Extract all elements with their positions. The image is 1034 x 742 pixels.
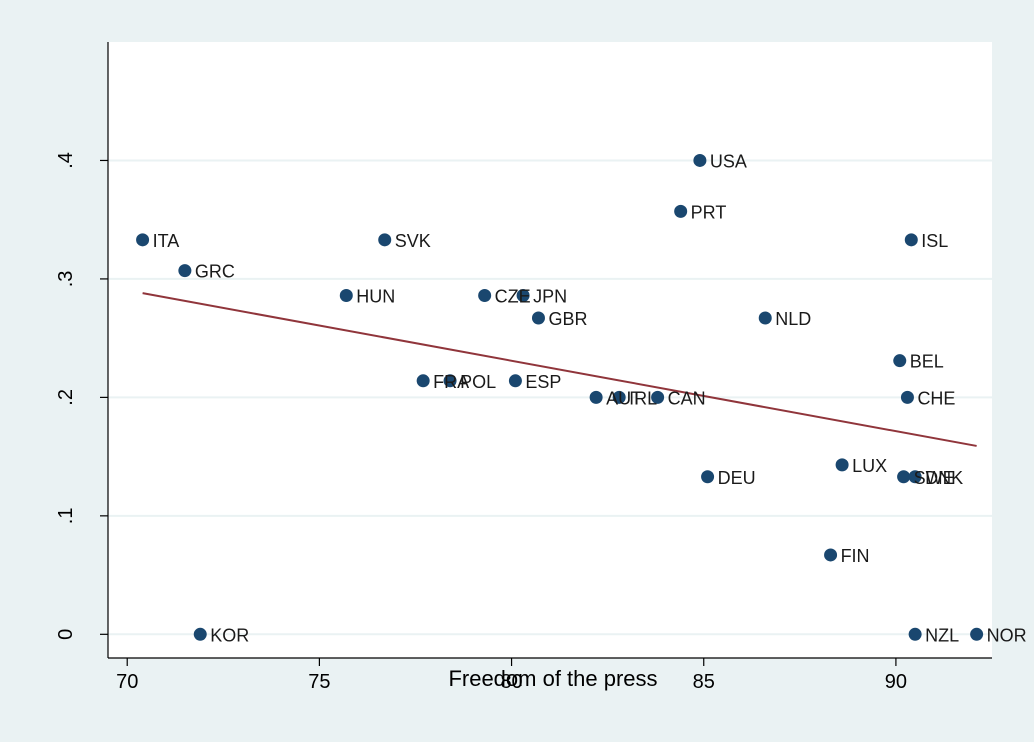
point-label-dnk: DNK xyxy=(925,468,963,488)
point-label-bel: BEL xyxy=(910,352,944,372)
point-label-prt: PRT xyxy=(691,202,727,222)
point-label-cze: CZE xyxy=(495,287,531,307)
point-label-jpn: JPN xyxy=(533,287,567,307)
point-irl xyxy=(612,390,626,404)
y-tick-label-1: .1 xyxy=(55,508,77,525)
point-label-pol: POL xyxy=(460,372,496,392)
point-label-can: CAN xyxy=(668,388,706,408)
point-isl xyxy=(904,233,918,247)
point-cze xyxy=(478,289,492,303)
data-points xyxy=(136,153,984,641)
point-nld xyxy=(758,311,772,325)
point-hun xyxy=(339,289,353,303)
point-fin xyxy=(824,548,838,562)
point-label-gbr: GBR xyxy=(548,309,587,329)
point-pol xyxy=(443,374,457,388)
point-label-lux: LUX xyxy=(852,456,887,476)
fit-line xyxy=(142,292,977,447)
point-label-fin: FIN xyxy=(841,546,870,566)
point-label-aut: AUT xyxy=(606,388,642,408)
y-tick-label-3: .3 xyxy=(55,271,77,288)
point-prt xyxy=(674,204,688,218)
y-tick-label-0: 0 xyxy=(55,629,77,640)
point-grc xyxy=(178,264,192,278)
point-label-che: CHE xyxy=(917,388,955,408)
point-aut xyxy=(589,390,603,404)
point-label-nld: NLD xyxy=(775,309,811,329)
point-ita xyxy=(136,233,150,247)
x-axis-ticks: 70 75 80 85 90 xyxy=(116,658,907,693)
point-label-deu: DEU xyxy=(718,468,756,488)
y-tick-label-4: .4 xyxy=(55,152,77,169)
point-deu xyxy=(701,470,715,484)
point-label-fra: FRA xyxy=(433,372,469,392)
point-label-esp: ESP xyxy=(525,372,561,392)
point-nzl xyxy=(908,627,922,641)
point-label-nzl: NZL xyxy=(925,625,959,645)
point-label-hun: HUN xyxy=(356,287,395,307)
point-svk xyxy=(378,233,392,247)
x-axis-title: Freedom of the press xyxy=(448,666,657,691)
point-dnk xyxy=(908,470,922,484)
y-tick-label-2: .2 xyxy=(55,389,77,406)
gridlines xyxy=(108,159,992,636)
point-label-grc: GRC xyxy=(195,262,235,282)
point-label-kor: KOR xyxy=(210,625,249,645)
point-label-irl: IRL xyxy=(629,388,657,408)
x-tick-label-3: 85 xyxy=(693,671,715,693)
x-tick-label-0: 70 xyxy=(116,671,138,693)
point-che xyxy=(900,390,914,404)
point-label-swe: SWE xyxy=(914,468,955,488)
x-tick-label-1: 75 xyxy=(308,671,330,693)
point-nor xyxy=(970,627,984,641)
point-lux xyxy=(835,458,849,472)
point-label-nor: NOR xyxy=(987,625,1027,645)
point-bel xyxy=(893,354,907,368)
point-label-usa: USA xyxy=(710,151,747,171)
point-esp xyxy=(508,374,522,388)
y-axis-ticks: 0 .1 .2 .3 .4 xyxy=(55,152,108,640)
plot-area xyxy=(108,42,992,658)
point-gbr xyxy=(531,311,545,325)
x-tick-label-4: 90 xyxy=(885,671,907,693)
point-label-ita: ITA xyxy=(153,231,180,251)
point-jpn xyxy=(516,289,530,303)
point-label-isl: ISL xyxy=(921,231,948,251)
point-fra xyxy=(416,374,430,388)
point-kor xyxy=(193,627,207,641)
x-tick-label-2: 80 xyxy=(500,671,522,693)
point-can xyxy=(651,390,665,404)
point-label-svk: SVK xyxy=(395,231,431,251)
point-usa xyxy=(693,153,707,167)
point-swe xyxy=(897,470,911,484)
